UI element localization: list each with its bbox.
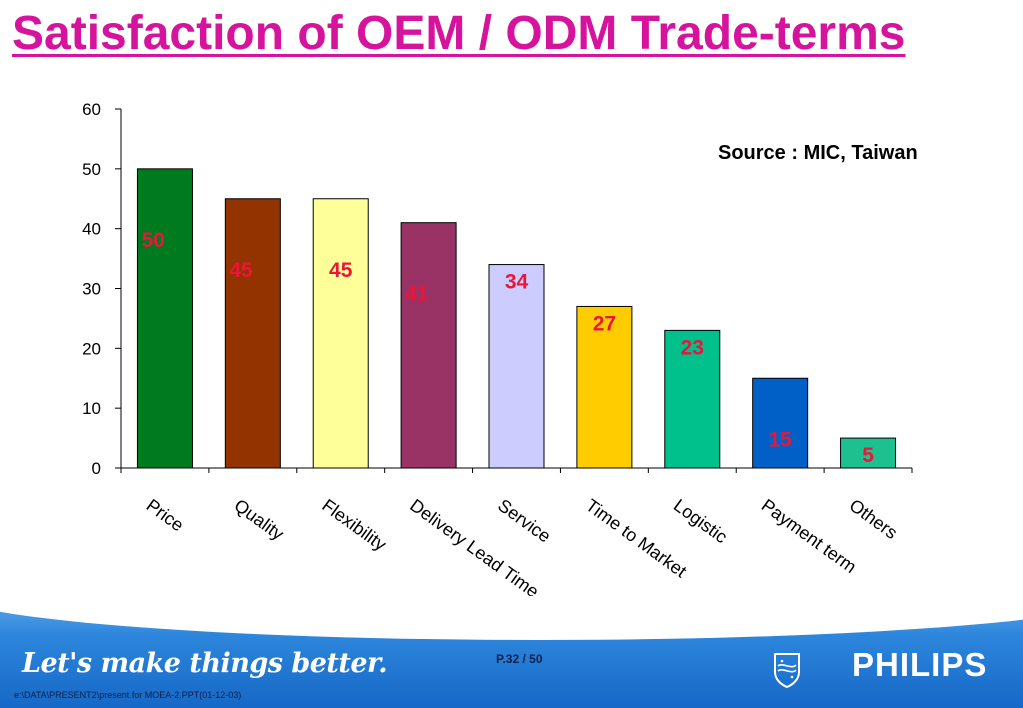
y-tick-label: 20	[82, 339, 101, 358]
category-label: Flexibility	[318, 495, 390, 555]
y-axis: 0 10 20 30 40 50 60	[82, 100, 122, 478]
data-label: 41	[405, 283, 429, 306]
source-note: Source : MIC, Taiwan	[718, 142, 918, 164]
category-label: Service	[494, 495, 554, 546]
data-label: 50	[141, 229, 164, 252]
file-path: e:\DATA\PRESENT2\present for MOEA-2.PPT(…	[14, 690, 242, 700]
philips-shield-icon	[774, 653, 800, 688]
page-number: P.32 / 50	[496, 652, 543, 666]
data-label: 23	[681, 336, 704, 359]
bar	[576, 305, 633, 469]
bar	[312, 198, 369, 469]
y-tick-label: 30	[82, 280, 101, 299]
brand-logo: PHILIPS	[852, 646, 988, 683]
category-label: Payment term	[758, 495, 860, 577]
category-label: Others	[846, 495, 901, 543]
data-label: 45	[229, 259, 253, 282]
bar	[488, 264, 545, 469]
data-label: 5	[862, 444, 874, 467]
category-label: Price	[143, 495, 188, 535]
bar	[664, 329, 721, 469]
bars	[136, 168, 897, 469]
y-tick-label: 0	[92, 459, 101, 478]
category-label: Quality	[230, 495, 287, 544]
y-tick-label: 10	[82, 399, 101, 418]
category-labels: Price Quality Flexibility Delivery Lead Tim…	[143, 495, 902, 600]
y-tick-label: 60	[82, 100, 101, 119]
slogan: Let's make things better.	[22, 648, 388, 679]
footer-band: Let's make things better. P.32 / 50 e:\D…	[0, 596, 1023, 708]
category-label: Logistic	[670, 495, 731, 547]
y-tick-label: 50	[82, 160, 101, 179]
y-tick-label: 40	[82, 220, 101, 239]
bar	[840, 437, 897, 469]
data-label: 45	[329, 259, 353, 282]
bar	[752, 377, 809, 469]
slide-title: Satisfaction of OEM / ODM Trade-terms	[12, 7, 906, 60]
data-labels: 50 45 45 41 34 27 23 15 5	[141, 229, 874, 467]
bar-chart: 0 10 20 30 40 50 60 50 45 45 41 34 27 23 15 5 Price Qua…	[82, 100, 913, 600]
bar	[400, 222, 457, 469]
footer-wave	[0, 596, 1023, 640]
data-label: 27	[593, 312, 616, 335]
data-label: 15	[768, 428, 792, 451]
bar	[136, 168, 193, 469]
data-label: 34	[505, 271, 529, 294]
bar	[224, 198, 281, 469]
x-axis	[120, 467, 913, 473]
